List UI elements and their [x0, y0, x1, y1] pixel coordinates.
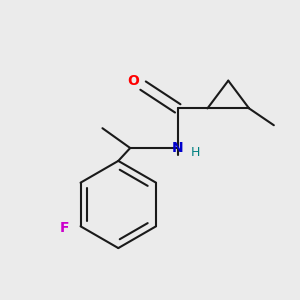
Text: H: H [191, 146, 200, 160]
Text: F: F [60, 221, 69, 235]
Text: N: N [172, 141, 184, 155]
Text: O: O [127, 74, 139, 88]
